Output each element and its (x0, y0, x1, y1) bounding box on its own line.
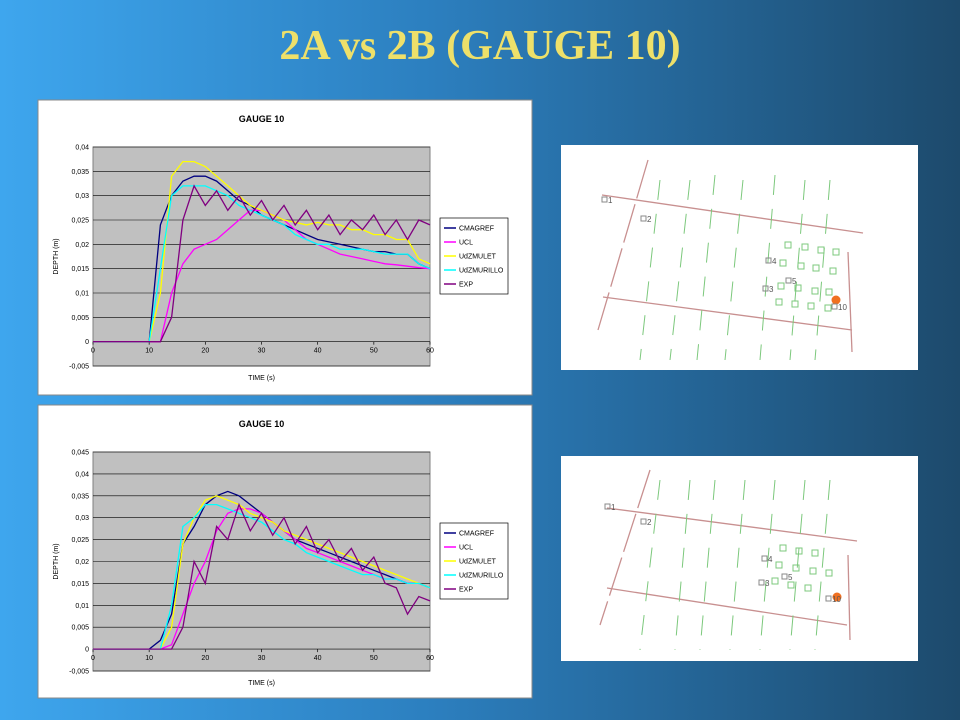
legend-label: UdZMURILLO (459, 268, 504, 275)
series-line (93, 184, 431, 343)
y-axis-label: DEPTH (m) (53, 238, 60, 274)
gauge-marker (832, 592, 842, 602)
gauge-icon (601, 196, 608, 203)
plot-area (92, 146, 431, 367)
y-tick-label: 0,04 (75, 471, 89, 478)
gauge-label: 5 (788, 573, 793, 582)
gauge-label: 4 (768, 555, 773, 564)
x-axis-label: TIME (s) (248, 375, 275, 382)
x-tick-label: 30 (258, 348, 266, 355)
x-tick-label: 0 (91, 348, 95, 355)
x-tick-label: 20 (201, 655, 209, 662)
gauge-label: 1 (611, 503, 616, 512)
gauge-icon (765, 257, 772, 264)
gauge-label: 3 (765, 579, 770, 588)
y-tick-label: 0,02 (75, 559, 89, 566)
y-tick-label: 0,01 (75, 603, 89, 610)
gauge-icon (640, 518, 647, 525)
legend-label: UCL (459, 240, 473, 247)
gauge-icon (785, 277, 792, 284)
map-1 (561, 145, 918, 370)
y-tick-label: 0,015 (71, 581, 89, 588)
y-tick-label: 0,035 (71, 493, 89, 500)
x-tick-label: 10 (145, 655, 153, 662)
gauge-label: 5 (792, 277, 797, 286)
x-axis-label: TIME (s) (248, 680, 275, 687)
y-tick-label: 0,03 (75, 515, 89, 522)
x-tick-label: 40 (314, 348, 322, 355)
map-panel (561, 145, 918, 370)
x-tick-label: 50 (370, 348, 378, 355)
y-tick-label: 0,045 (71, 450, 89, 457)
y-tick-label: 0,04 (75, 145, 89, 152)
x-tick-label: 20 (201, 348, 209, 355)
y-tick-label: -0,005 (69, 669, 89, 676)
slide-title: 2A vs 2B (GAUGE 10) (279, 23, 681, 69)
x-tick-label: 0 (91, 655, 95, 662)
x-tick-label: 60 (426, 655, 434, 662)
gauge-label: 1 (608, 196, 613, 205)
gauge-icon (781, 573, 788, 580)
x-tick-label: 60 (426, 348, 434, 355)
x-tick-label: 40 (314, 655, 322, 662)
y-tick-label: 0,035 (71, 169, 89, 176)
x-tick-label: 10 (145, 348, 153, 355)
legend-label: UdZMULET (459, 254, 497, 261)
x-tick-label: 50 (370, 655, 378, 662)
y-axis-label: DEPTH (m) (53, 543, 60, 579)
legend-label: EXP (459, 587, 473, 594)
gauge-label: 10 (838, 303, 847, 312)
y-tick-label: 0,005 (71, 315, 89, 322)
gauge-label: 3 (769, 285, 774, 294)
series-line (93, 502, 431, 650)
y-tick-label: 0,03 (75, 193, 89, 200)
gauge-icon (758, 579, 765, 586)
legend-label: UCL (459, 545, 473, 552)
chart-title: GAUGE 10 (239, 114, 285, 124)
gauge-icon (761, 555, 768, 562)
gauge-label: 10 (832, 595, 841, 604)
y-tick-label: 0 (85, 339, 89, 346)
y-tick-label: 0 (85, 647, 89, 654)
y-tick-label: 0,01 (75, 291, 89, 298)
gauge-icon (604, 503, 611, 510)
map-panel (561, 456, 918, 661)
x-tick-label: 30 (258, 655, 266, 662)
y-tick-label: 0,005 (71, 625, 89, 632)
gauge-label: 2 (647, 518, 652, 527)
gauge-label: 4 (772, 257, 777, 266)
y-tick-label: 0,015 (71, 266, 89, 273)
y-tick-label: 0,025 (71, 218, 89, 225)
chart-title: GAUGE 10 (239, 419, 285, 429)
map-2 (561, 456, 918, 661)
gauge-icon (640, 215, 647, 222)
legend-label: UdZMURILLO (459, 573, 504, 580)
legend-label: UdZMULET (459, 559, 497, 566)
y-tick-label: 0,02 (75, 242, 89, 249)
legend-label: CMAGREF (459, 226, 494, 233)
legend-label: EXP (459, 282, 473, 289)
gauge-icon (831, 303, 838, 310)
gauge-icon (825, 595, 832, 602)
gauge-marker (831, 295, 841, 305)
y-tick-label: 0,025 (71, 537, 89, 544)
gauge-icon (762, 285, 769, 292)
legend-label: CMAGREF (459, 531, 494, 538)
gauge-label: 2 (647, 215, 652, 224)
y-tick-label: -0,005 (69, 364, 89, 371)
